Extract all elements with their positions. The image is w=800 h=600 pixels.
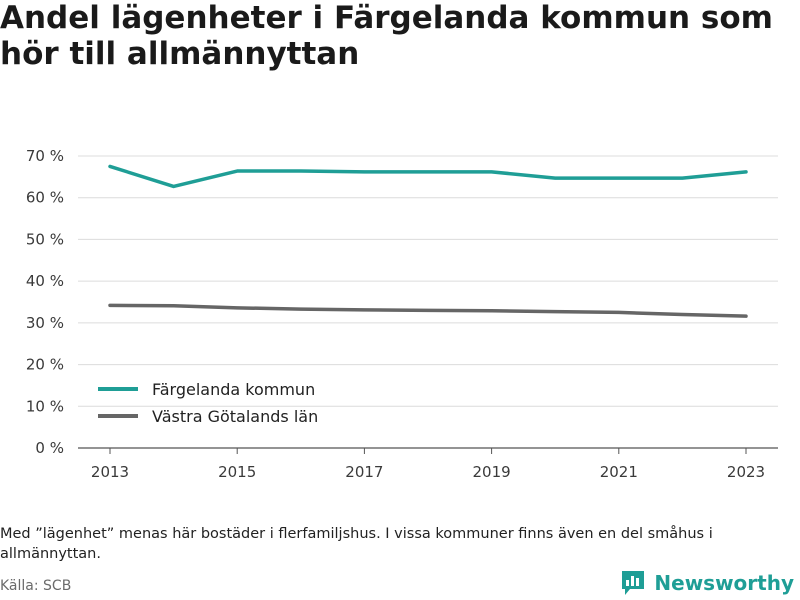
footnote: Med ”lägenhet” menas här bostäder i fler…: [0, 526, 713, 562]
y-tick-label: 0 %: [35, 439, 64, 457]
x-tick-label: 2019: [473, 463, 511, 481]
y-tick-label: 30 %: [26, 314, 64, 332]
x-tick-label: 2023: [727, 463, 765, 481]
series-line-1: [108, 164, 748, 189]
newsworthy-logo-icon: [622, 571, 645, 595]
x-axis: 2013 2015 2017 2019 2021 2023: [91, 448, 765, 481]
legend: Färgelanda kommun Västra Götalands län: [98, 380, 318, 426]
source-label: Källa: SCB: [0, 578, 72, 594]
brand-name: Newsworthy: [654, 571, 794, 595]
y-tick-label: 70 %: [26, 147, 64, 165]
y-tick-label: 20 %: [26, 356, 64, 374]
series-lines: [108, 164, 748, 318]
x-tick-label: 2013: [91, 463, 129, 481]
gridlines: [78, 155, 778, 449]
y-tick-label: 40 %: [26, 272, 64, 290]
y-tick-label: 10 %: [26, 397, 64, 415]
x-tick-label: 2021: [600, 463, 638, 481]
legend-label-1: Färgelanda kommun: [152, 380, 315, 399]
y-tick-label: 50 %: [26, 230, 64, 248]
legend-label-2: Västra Götalands län: [152, 407, 318, 426]
x-tick-label: 2017: [345, 463, 383, 481]
y-axis: 0 % 10 % 20 % 30 % 40 % 50 % 60 % 70 %: [26, 147, 64, 457]
series-line-2: [108, 303, 748, 318]
newsworthy-brand[interactable]: Newsworthy: [620, 569, 794, 597]
x-tick-label: 2015: [218, 463, 256, 481]
line-chart: 0 % 10 % 20 % 30 % 40 % 50 % 60 % 70 % 2013 2015…: [26, 147, 778, 481]
chart-title: Andel lägenheter i Färgelanda kommun som…: [0, 0, 773, 72]
y-tick-label: 60 %: [26, 189, 64, 207]
